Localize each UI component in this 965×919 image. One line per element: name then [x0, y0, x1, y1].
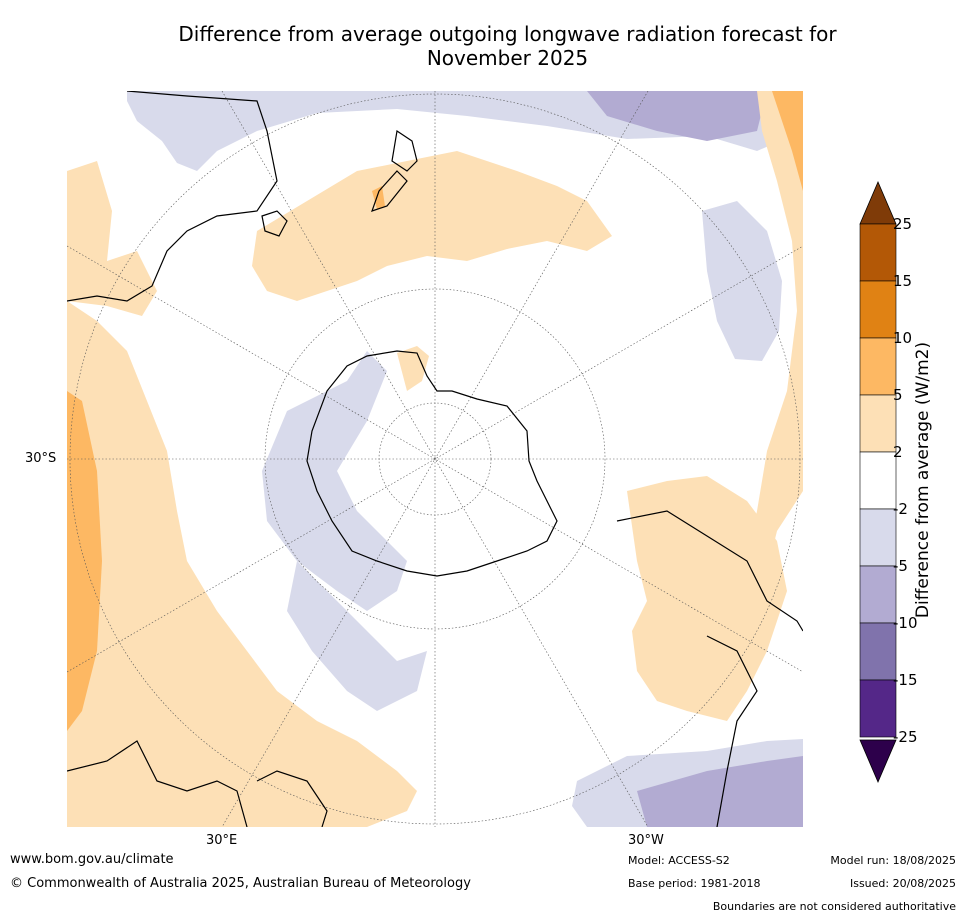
- colorbar-tick-label: 15: [893, 272, 913, 290]
- title-line-2: November 2025: [426, 46, 589, 70]
- pos-area-nz-dark: [372, 186, 385, 209]
- colorbar-tick-label: -10: [893, 614, 918, 632]
- footer-issued: Issued: 20/08/2025: [849, 877, 956, 890]
- pos-area-west-band: [67, 301, 417, 827]
- colorbar-extend-top: [859, 180, 897, 225]
- colorbar-tick-label: 2: [893, 443, 903, 461]
- colorbar-tick-label: 25: [893, 215, 913, 233]
- map-title: Difference from average outgoing longwav…: [100, 22, 915, 70]
- graticule-circle-mid: [264, 288, 606, 630]
- coast-nz-north: [391, 129, 418, 172]
- colorbar-tick-label: -15: [893, 671, 918, 689]
- graticule: [67, 91, 803, 827]
- positive-anomaly-areas: [67, 91, 803, 827]
- colorbar-bin: [859, 622, 897, 681]
- coast-nz-south: [371, 170, 408, 212]
- colorbar: [859, 180, 897, 784]
- pos-area-antarctic-peninsula-n: [397, 346, 429, 391]
- pos-area-australia-west: [67, 161, 157, 316]
- pos-area-east-edge: [747, 91, 803, 571]
- pos-area-south-america: [627, 476, 787, 721]
- coast-antarctica: [306, 350, 558, 577]
- colorbar-tick-label: 5: [893, 386, 903, 404]
- neg-area-east-tongue: [702, 201, 782, 361]
- lon-label-30e: 30°E: [206, 833, 238, 848]
- neg-area-bottom-dark: [637, 756, 803, 827]
- colorbar-bin: [859, 679, 897, 738]
- polar-map: [67, 91, 803, 827]
- coast-tasmania: [261, 210, 288, 237]
- colorbar-tick-label: -5: [893, 557, 908, 575]
- colorbar-bins: [859, 223, 897, 738]
- footer-base-period: Base period: 1981-2018: [628, 877, 761, 890]
- neg-area-top-right-dark: [587, 91, 767, 141]
- neg-area-antarctic-rim: [262, 351, 407, 611]
- title-line-1: Difference from average outgoing longwav…: [178, 22, 837, 46]
- colorbar-extend-bottom: [859, 739, 897, 784]
- colorbar-bin: [859, 394, 897, 453]
- coastlines: [67, 91, 803, 827]
- colorbar-bin: [859, 337, 897, 396]
- footer-model: Model: ACCESS-S2: [628, 854, 730, 867]
- colorbar-tick-label: -2: [893, 500, 908, 518]
- colorbar-bin: [859, 508, 897, 567]
- colorbar-bin: [859, 451, 897, 510]
- colorbar-bin: [859, 280, 897, 339]
- footer-url[interactable]: www.bom.gov.au/climate: [10, 852, 174, 867]
- lon-label-30w: 30°W: [628, 833, 664, 848]
- colorbar-tick-label: 10: [893, 329, 913, 347]
- coast-south-america: [616, 510, 803, 632]
- coast-south-america-2: [706, 635, 758, 827]
- coast-madagascar: [256, 770, 328, 827]
- colorbar-title: Difference from average (W/m2): [913, 341, 933, 619]
- footer-disclaimer: Boundaries are not considered authoritat…: [712, 900, 956, 913]
- map-canvas: [67, 91, 803, 827]
- footer-model-run: Model run: 18/08/2025: [830, 854, 956, 867]
- colorbar-tick-label: -25: [893, 728, 918, 746]
- pos-area-nz-band: [252, 151, 612, 301]
- lat-label-30s: 30°S: [25, 451, 57, 466]
- pos-area-east-darker: [772, 91, 803, 191]
- coast-africa: [67, 740, 248, 827]
- colorbar-bin: [859, 565, 897, 624]
- footer-copyright: © Commonwealth of Australia 2025, Austra…: [10, 876, 471, 891]
- neg-area-south-patch: [287, 561, 427, 711]
- colorbar-bin: [859, 223, 897, 282]
- pos-area-west-darker: [67, 391, 102, 731]
- coast-australia: [67, 91, 278, 302]
